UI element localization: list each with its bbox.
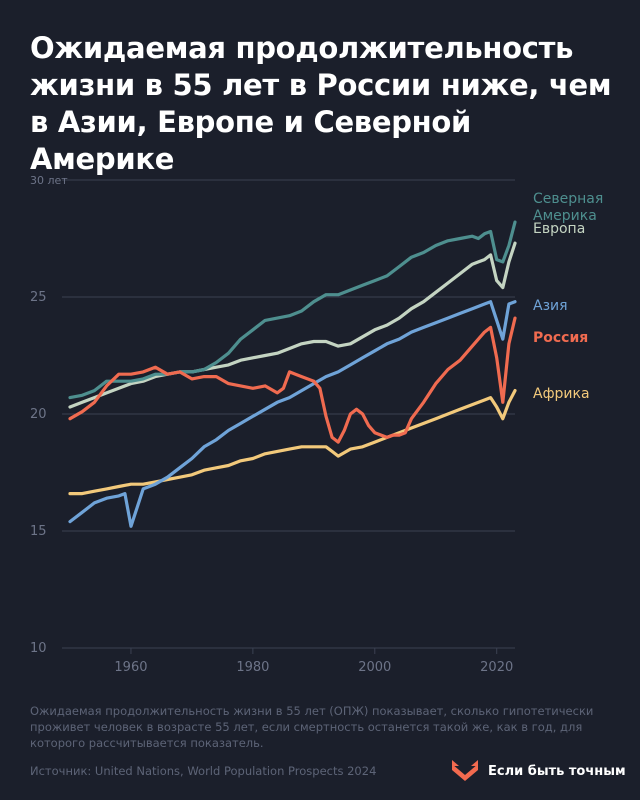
x-tick-label: 1960	[114, 660, 147, 675]
x-tick-label: 2000	[358, 660, 391, 675]
series-label: Северная Америка	[533, 191, 603, 224]
heart-chevron-icon	[452, 760, 478, 781]
x-tick-label: 2020	[480, 660, 513, 675]
y-tick-label: 25	[30, 290, 47, 305]
chart-title: Ожидаемая продолжительность жизни в 55 л…	[30, 31, 612, 176]
x-tick-label: 1980	[236, 660, 269, 675]
series-label: Африка	[533, 386, 590, 402]
series-line-0	[68, 220, 517, 400]
line-chart: 10 15 20 25 30 лет 1960 1980 2000 2020 Северная…	[30, 174, 603, 675]
series-line-4	[68, 389, 517, 496]
source-note: Источник: United Nations, World Populati…	[30, 764, 377, 778]
series-label: Россия	[533, 330, 588, 346]
grid: 10 15 20 25 30 лет	[30, 174, 515, 656]
y-tick-label: 10	[30, 641, 47, 656]
y-tick-label: 20	[30, 407, 47, 422]
x-axis: 1960 1980 2000 2020	[70, 647, 515, 675]
y-tick-label: 30 лет	[30, 174, 68, 187]
brand-name: Если быть точным	[488, 763, 626, 779]
footnote: Ожидаемая продолжительность жизни в 55 л…	[30, 704, 594, 750]
series-line-3	[68, 316, 517, 444]
series-label: Азия	[533, 298, 568, 314]
series-lines	[68, 220, 517, 528]
series-line-2	[68, 300, 517, 528]
series-line-1	[68, 241, 517, 409]
brand-logo[interactable]: Если быть точным	[450, 760, 626, 782]
y-tick-label: 15	[30, 524, 47, 539]
series-label: Европа	[533, 221, 585, 237]
